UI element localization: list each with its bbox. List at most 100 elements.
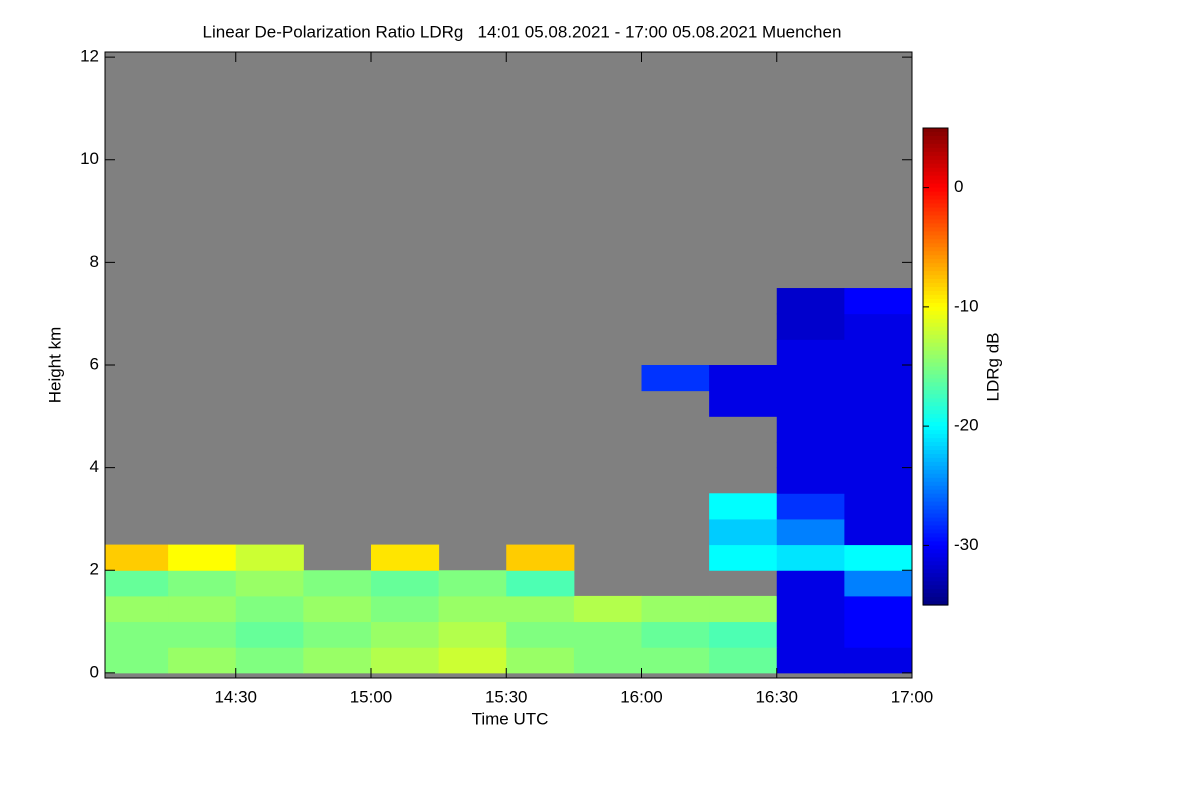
colorbar-step: [923, 565, 948, 570]
heatmap-cell: [709, 621, 778, 648]
heatmap-cell: [168, 595, 237, 623]
colorbar-step: [923, 553, 948, 558]
heatmap-cell: [506, 647, 575, 674]
heatmap-cell: [776, 570, 845, 597]
colorbar-step: [923, 302, 948, 308]
heatmap-cell: [105, 544, 169, 571]
heatmap-cell: [709, 647, 778, 674]
colorbar-step: [923, 143, 948, 149]
heatmap-cell: [844, 621, 913, 648]
heatmap-cell: [844, 288, 913, 315]
heatmap-cell: [168, 621, 237, 648]
colorbar-step: [923, 231, 948, 236]
colorbar-step: [923, 589, 948, 594]
colorbar-step: [923, 271, 948, 276]
heatmap-cell: [709, 390, 778, 417]
heatmap-cell: [105, 621, 169, 648]
heatmap-cell: [235, 647, 304, 674]
heatmap-cell: [438, 595, 507, 623]
y-tick-label: 6: [90, 354, 99, 373]
colorbar-label: LDRg dB: [983, 333, 1002, 402]
colorbar-step: [923, 581, 948, 586]
heatmap-cell: [844, 467, 913, 494]
heatmap-cell: [235, 544, 304, 571]
heatmap-cell: [303, 570, 372, 597]
colorbar-step: [923, 465, 948, 471]
heatmap-cell: [168, 647, 237, 674]
colorbar-step: [923, 235, 948, 240]
heatmap-cell: [844, 416, 913, 443]
y-axis-label: Height km: [45, 327, 64, 404]
colorbar-step: [923, 171, 948, 177]
colorbar-step: [923, 545, 948, 550]
colorbar-step: [923, 203, 948, 209]
heatmap-cell: [709, 518, 778, 546]
y-tick-label: 12: [80, 47, 99, 66]
colorbar-step: [923, 362, 948, 368]
heatmap-cell: [235, 595, 304, 623]
colorbar-step: [923, 350, 948, 356]
colorbar-step: [923, 414, 948, 419]
heatmap-cell: [776, 288, 845, 315]
colorbar-step: [923, 593, 948, 598]
colorbar-step: [923, 378, 948, 383]
colorbar-step: [923, 298, 948, 304]
colorbar-step: [923, 211, 948, 217]
heatmap-cell: [641, 621, 710, 648]
colorbar-step: [923, 219, 948, 224]
colorbar-step: [923, 243, 948, 248]
colorbar-step: [923, 382, 948, 387]
colorbar-step: [923, 155, 948, 161]
colorbar-step: [923, 477, 948, 483]
x-tick-label: 16:00: [620, 687, 663, 706]
heatmap-cell: [303, 647, 372, 674]
colorbar-step: [923, 469, 948, 475]
colorbar-step: [923, 346, 948, 352]
colorbar-step: [923, 505, 948, 511]
colorbar-step: [923, 533, 948, 539]
x-tick-label: 17:00: [891, 687, 934, 706]
heatmap-cell: [776, 518, 845, 546]
colorbar-step: [923, 549, 948, 554]
colorbar-step: [923, 390, 948, 395]
colorbar-step: [923, 334, 948, 340]
colorbar-step: [923, 406, 948, 411]
heatmap-cell: [438, 647, 507, 674]
colorbar-step: [923, 370, 948, 376]
colorbar-step: [923, 577, 948, 582]
heatmap-cell: [438, 570, 507, 597]
y-tick-label: 4: [90, 457, 99, 476]
colorbar-step: [923, 481, 948, 487]
colorbar-step: [923, 585, 948, 590]
colorbar-step: [923, 239, 948, 244]
heatmap-cell: [844, 544, 913, 571]
heatmap-cell: [438, 621, 507, 648]
heatmap-cell: [776, 621, 845, 648]
colorbar-step: [923, 521, 948, 527]
heatmap-cell: [370, 544, 440, 571]
colorbar-step: [923, 259, 948, 264]
heatmap-cell: [709, 595, 778, 623]
colorbar-step: [923, 426, 948, 431]
colorbar-step: [923, 247, 948, 252]
colorbar-step: [923, 275, 948, 280]
colorbar-step: [923, 557, 948, 562]
colorbar-step: [923, 461, 948, 467]
colorbar-step: [923, 294, 948, 300]
colorbar-step: [923, 306, 948, 312]
colorbar-step: [923, 151, 948, 157]
colorbar-step: [923, 573, 948, 578]
colorbar-step: [923, 430, 948, 435]
colorbar-step: [923, 318, 948, 324]
colorbar-step: [923, 322, 948, 328]
colorbar-step: [923, 191, 948, 197]
colorbar-step: [923, 541, 948, 546]
heatmap-cell: [235, 621, 304, 648]
colorbar-step: [923, 398, 948, 403]
heatmap-cell: [844, 647, 913, 674]
colorbar-step: [923, 446, 948, 451]
heatmap-cell: [506, 544, 575, 571]
colorbar-step: [923, 497, 948, 503]
colorbar-step: [923, 179, 948, 185]
